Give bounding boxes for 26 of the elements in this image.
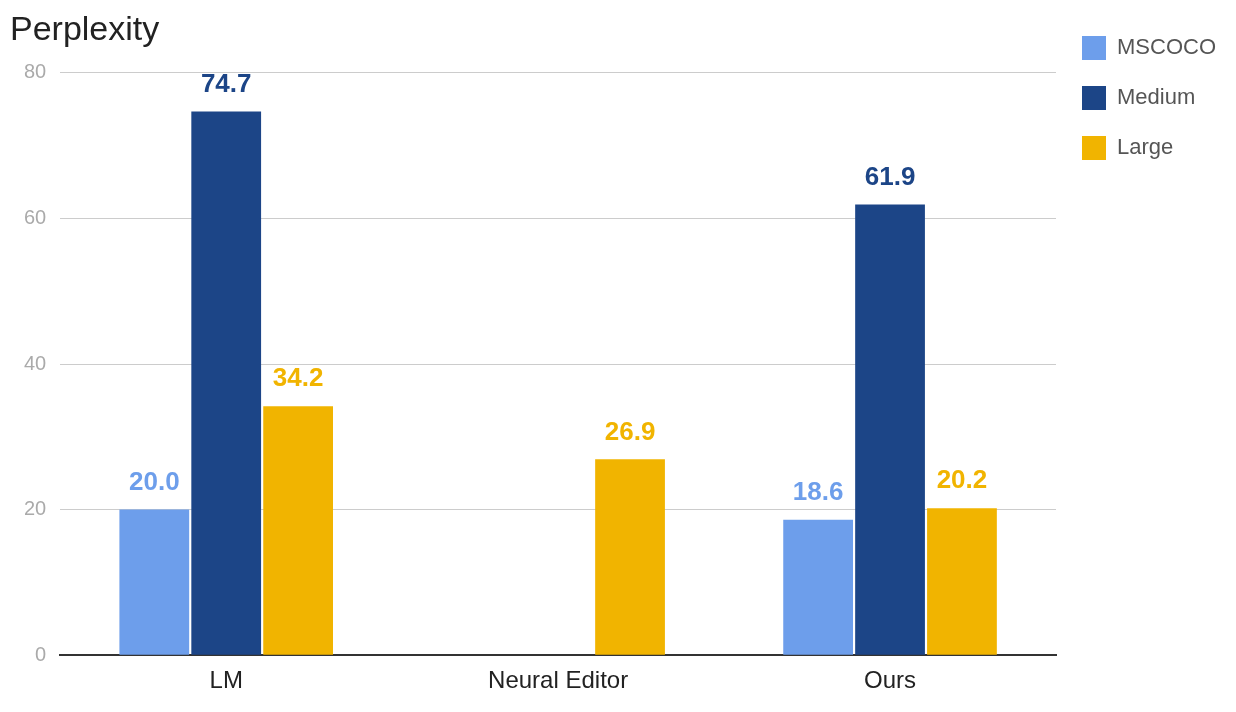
bar: [263, 406, 333, 655]
y-tick-label: 60: [24, 205, 47, 228]
data-label: 20.2: [936, 464, 988, 495]
data-label: 18.6: [792, 475, 844, 506]
data-label: 34.2: [272, 362, 324, 393]
bar: [855, 204, 925, 655]
data-label: 61.9: [864, 160, 916, 191]
bar: [119, 509, 190, 655]
chart-title: Perplexity: [10, 8, 160, 47]
legend-label: Large: [1117, 134, 1174, 160]
bar: [927, 508, 997, 655]
bar: [191, 111, 262, 655]
legend-label: MSCOCO: [1117, 34, 1216, 60]
x-tick-label: Ours: [864, 666, 917, 694]
x-tick-label: LM: [209, 666, 243, 694]
data-label: 26.9: [604, 415, 656, 446]
x-tick-label: Neural Editor: [488, 666, 629, 694]
y-tick-label: 80: [24, 60, 47, 83]
bar: [595, 459, 665, 655]
y-tick-label: 20: [24, 497, 47, 520]
bar: [783, 519, 854, 655]
legend-label: Medium: [1117, 84, 1196, 110]
data-label: 20.0: [128, 465, 180, 496]
y-tick-label: 40: [24, 351, 47, 374]
y-tick-label: 0: [35, 642, 47, 665]
data-label: 74.7: [200, 67, 252, 98]
